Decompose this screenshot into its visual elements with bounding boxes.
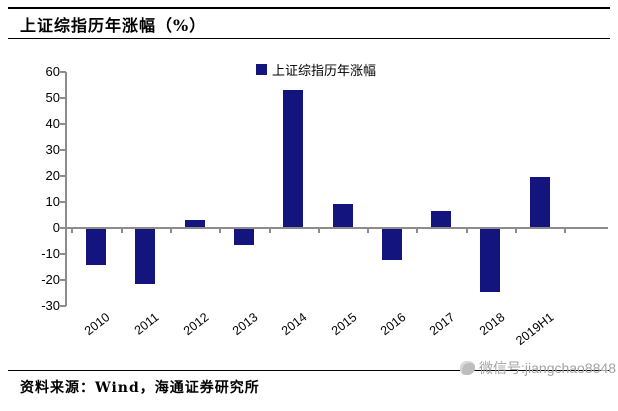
x-tick [120,228,123,233]
bar [480,228,501,292]
y-tick-label: 60 [45,64,60,79]
x-tick [317,228,320,233]
x-tick-label: 2010 [82,310,113,339]
x-tick-label: 2014 [279,310,310,339]
x-axis-line [66,227,608,229]
bar [431,210,452,228]
y-tick [60,175,66,177]
x-tick-label: 2015 [328,310,360,339]
y-tick [60,253,66,255]
y-tick-label: 30 [45,142,60,157]
x-tick [564,228,567,233]
bar [529,177,550,228]
y-tick [60,97,66,99]
x-tick-label: 2013 [229,310,261,339]
wechat-icon [460,361,476,375]
x-tick [268,228,271,233]
title-divider [8,38,610,39]
x-tick [465,228,468,233]
y-tick-label: 0 [52,220,60,235]
y-tick-label: 40 [45,116,60,131]
y-tick-label: -30 [41,298,60,313]
bar [381,228,402,260]
bar [233,228,254,246]
bar [332,203,353,228]
y-tick [60,123,66,125]
y-tick-label: 50 [45,90,60,105]
y-tick [60,305,66,307]
watermark-text: 微信号:jiangchao8848 [479,360,616,376]
y-tick [60,71,66,73]
x-tick-label: 2017 [427,310,458,339]
legend-label: 上证综指历年涨幅 [272,64,377,79]
bar [86,228,106,266]
footer-divider [8,370,610,371]
x-tick [515,228,518,233]
chart-legend: 上证综指历年涨幅 [256,60,376,79]
x-tick [71,228,74,233]
x-tick [169,228,172,233]
y-tick-label: -10 [41,246,60,261]
page-title: 上证综指历年涨幅（%） [20,16,207,35]
bar [184,219,205,228]
legend-swatch-icon [256,64,267,75]
x-tick-label: 2018 [476,310,508,339]
x-tick [219,228,222,233]
y-tick [60,279,66,281]
top-rule [8,7,610,9]
y-tick-label: 10 [45,194,60,209]
y-axis-line [65,72,67,306]
x-tick-label: 2016 [377,310,409,339]
watermark: 微信号:jiangchao8848 [460,358,616,378]
bar [283,90,304,228]
x-tick [416,228,419,233]
x-tick-label: 2019H1 [513,310,557,348]
bar-chart: 上证综指历年涨幅 60 50 40 30 20 10 0 -10 -20 -30 2010 2011 2… [0,48,618,364]
x-tick-label: 2011 [132,310,162,338]
x-tick-label: 2012 [180,310,212,339]
y-tick [60,227,66,229]
y-tick [60,201,66,203]
y-tick-label: 20 [45,168,60,183]
x-tick [367,228,370,233]
bar [135,228,156,285]
y-tick-label: -20 [41,272,60,287]
source-note: 资料来源：Wind，海通证券研究所 [20,380,260,396]
y-tick [60,149,66,151]
